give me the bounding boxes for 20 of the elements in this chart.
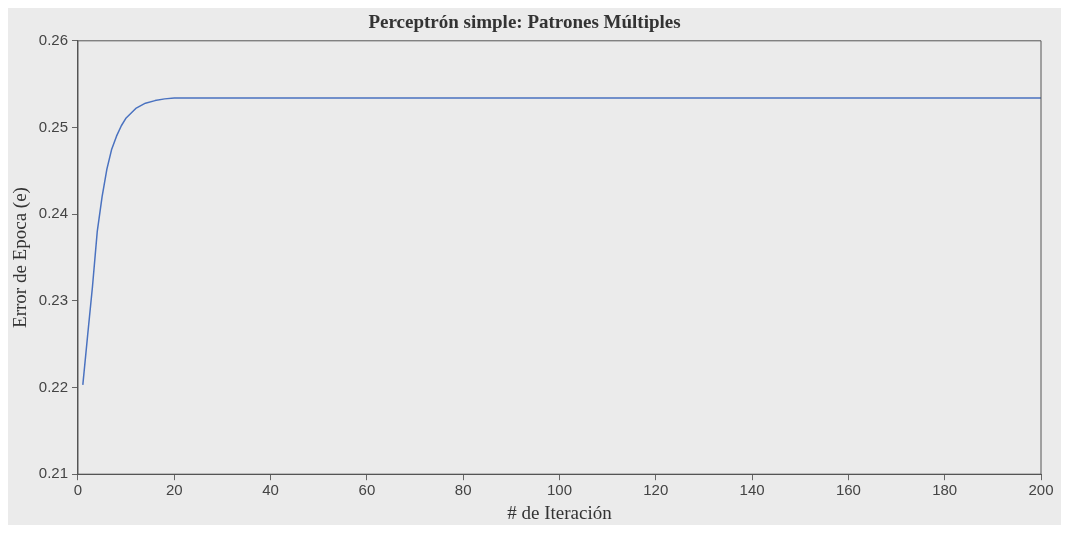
x-tick-label: 40 (262, 481, 279, 499)
y-tick-label: 0.23 (38, 290, 68, 308)
x-tick-label: 100 (546, 481, 573, 499)
x-tick-label: 140 (739, 481, 765, 499)
x-tick-label: 180 (932, 481, 958, 499)
x-axis-title: # de Iteración (507, 501, 613, 523)
x-tick-label: 60 (358, 481, 376, 499)
x-tick-label: 80 (454, 481, 472, 499)
x-tick-label: 0 (73, 481, 83, 499)
y-tick-label: 0.21 (38, 464, 68, 482)
x-tick-label: 200 (1028, 481, 1054, 499)
y-tick-label: 0.24 (38, 204, 68, 222)
x-tick-label: 160 (835, 481, 861, 499)
x-tick-label: 120 (643, 481, 669, 499)
y-tick-label: 0.25 (38, 117, 68, 135)
chart-title: Perceptrón simple: Patrones Múltiples (368, 11, 681, 33)
x-tick-label: 20 (165, 481, 183, 499)
y-tick-label: 0.22 (38, 377, 68, 395)
y-tick-label: 0.26 (38, 30, 68, 48)
y-axis-title: Error de Epoca (e) (9, 187, 32, 328)
